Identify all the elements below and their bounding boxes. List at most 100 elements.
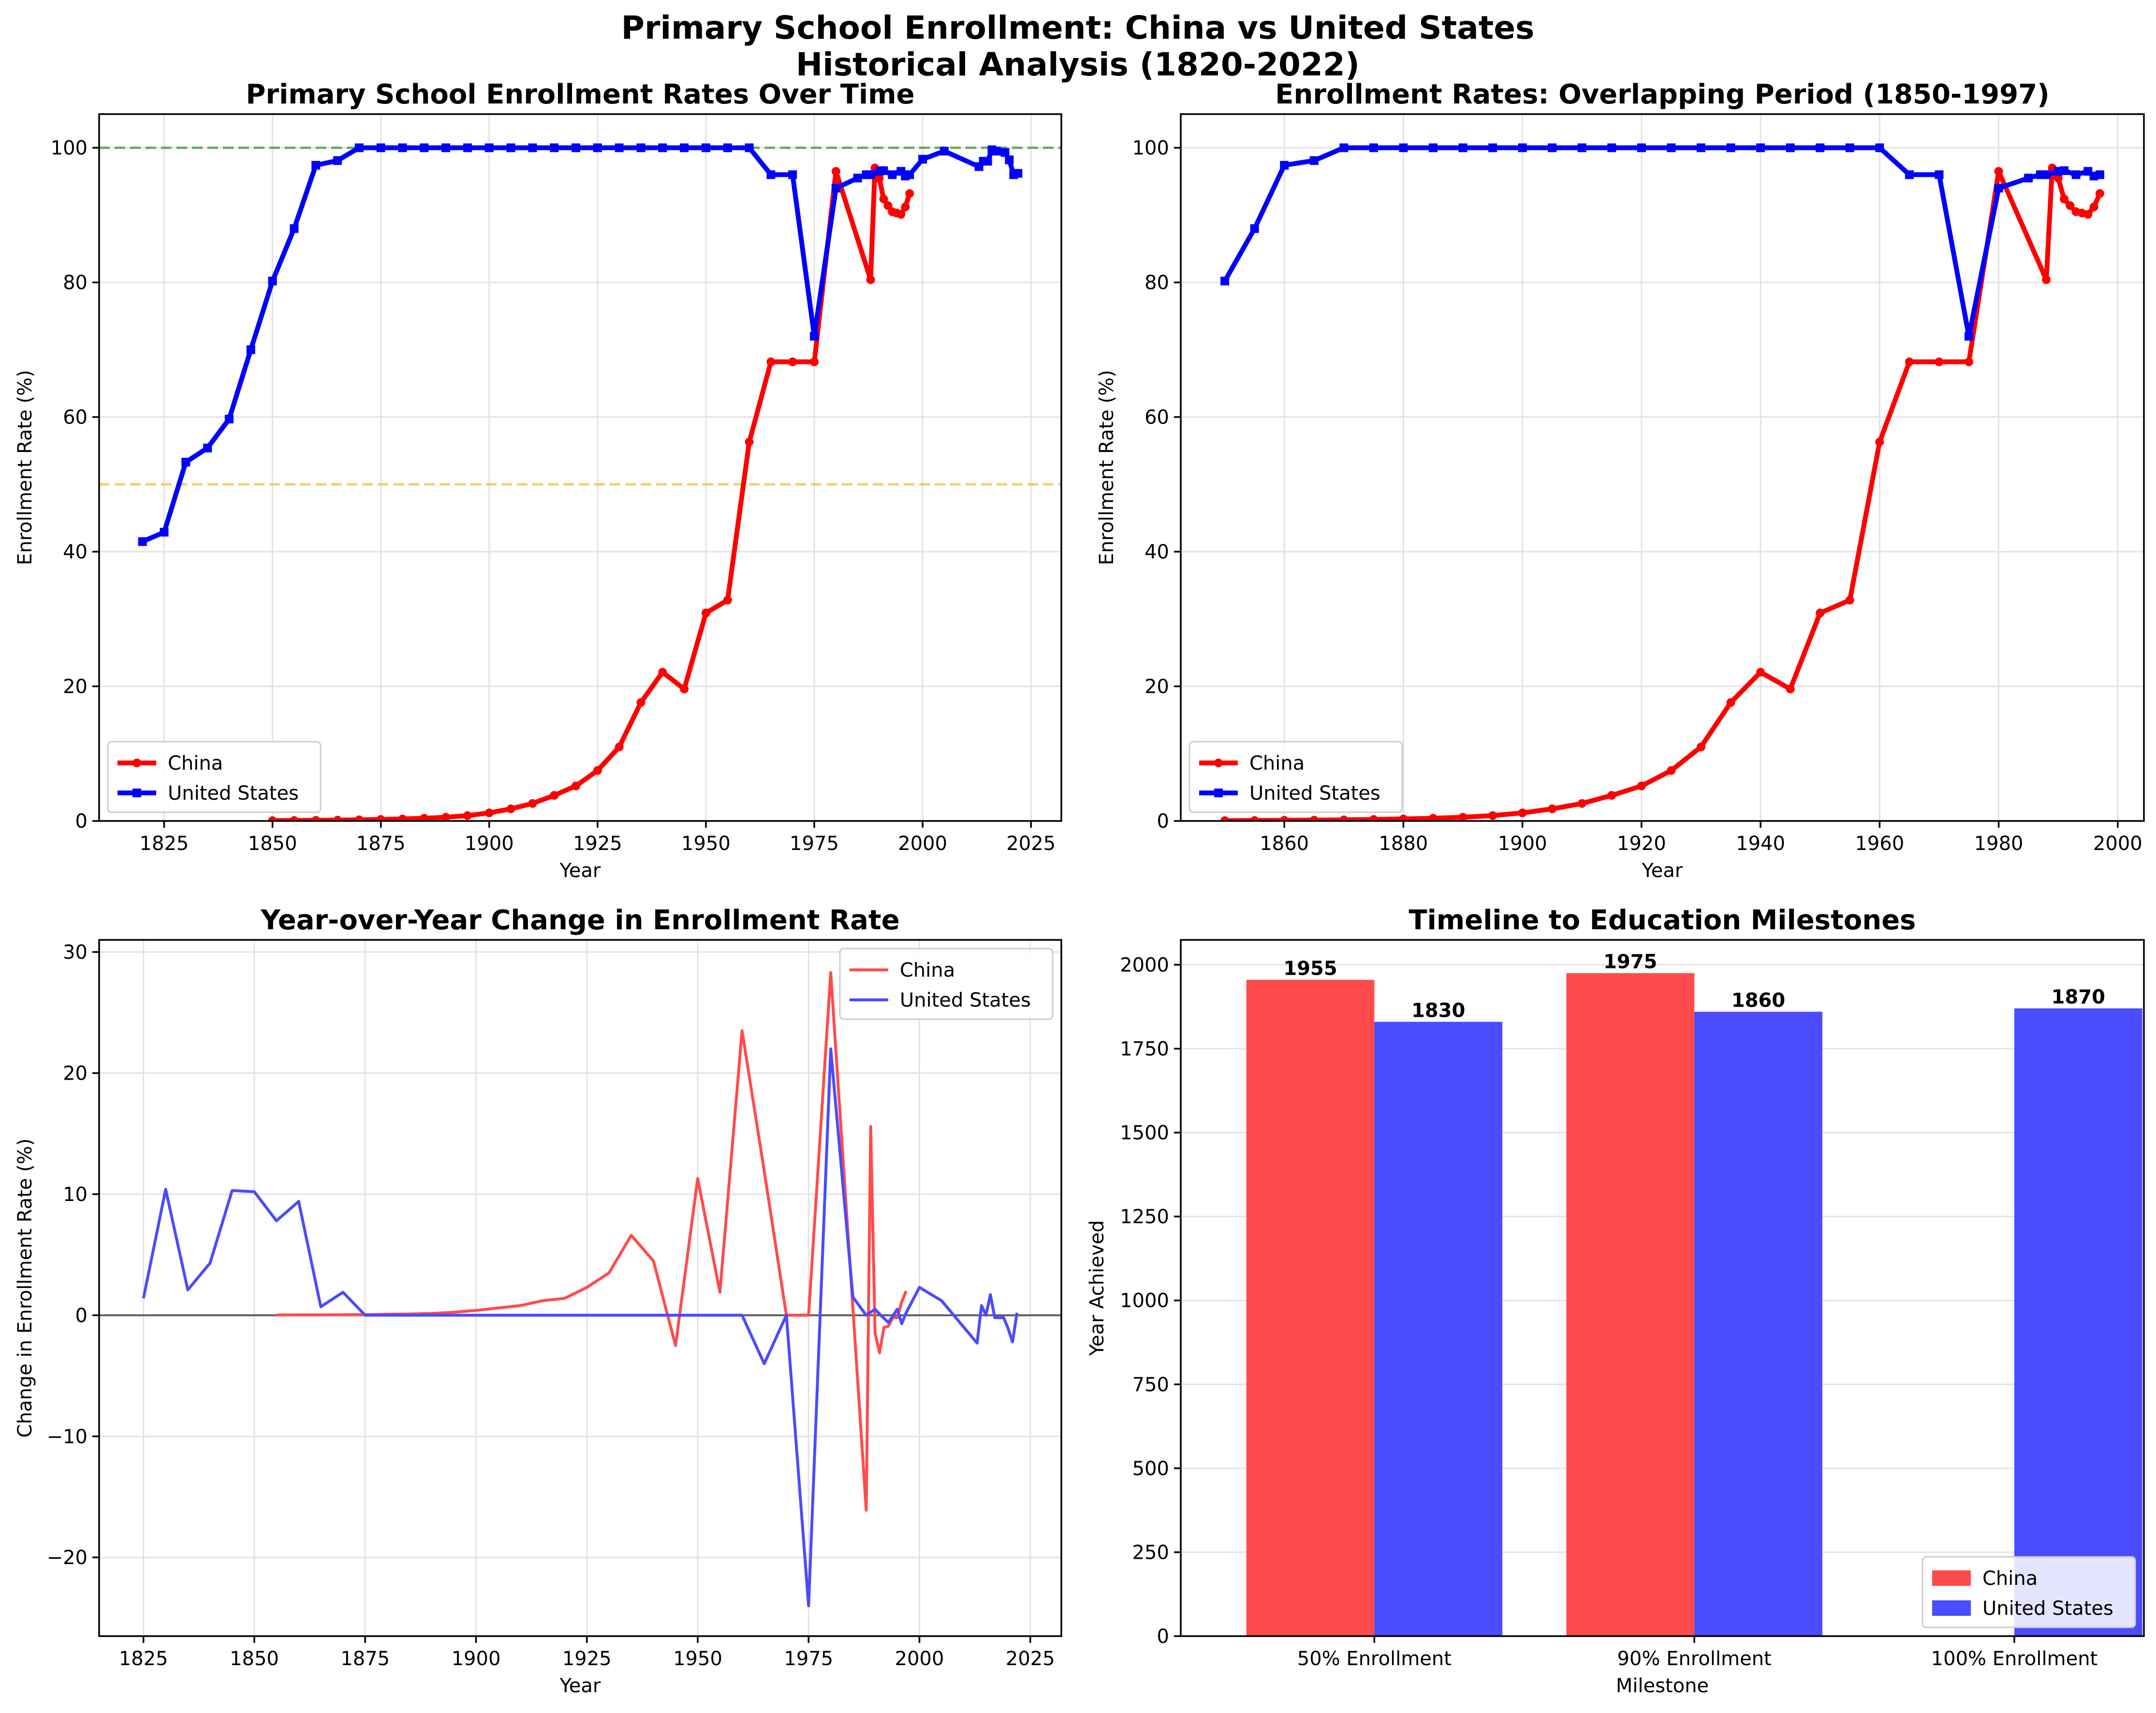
legend-swatch-china bbox=[1932, 1570, 1971, 1586]
data-point-united-states bbox=[658, 143, 667, 152]
legend-marker bbox=[1214, 759, 1223, 767]
data-point-china bbox=[1309, 816, 1319, 821]
data-point-china bbox=[1697, 742, 1706, 751]
data-point-china bbox=[1250, 816, 1259, 821]
legend: China United States bbox=[839, 948, 1054, 1020]
data-point-china bbox=[1607, 791, 1616, 800]
data-point-china bbox=[901, 203, 910, 212]
y-tick-label: 1000 bbox=[1120, 1290, 1169, 1312]
data-point-china bbox=[2042, 275, 2051, 284]
y-axis-label: Enrollment Rate (%) bbox=[14, 370, 36, 565]
y-tick-label: 750 bbox=[1132, 1374, 1169, 1396]
figure-title-line1: Primary School Enrollment: China vs Unit… bbox=[621, 9, 1535, 46]
y-tick-label: 0 bbox=[1157, 810, 1169, 833]
data-point-china bbox=[1786, 685, 1795, 694]
data-point-china bbox=[550, 791, 559, 800]
data-point-china bbox=[290, 816, 299, 821]
data-point-united-states bbox=[1637, 143, 1646, 152]
legend-label-china: China bbox=[168, 752, 223, 775]
data-point-china bbox=[398, 814, 407, 821]
y-tick-label: 1500 bbox=[1120, 1122, 1169, 1144]
data-point-united-states bbox=[138, 537, 147, 546]
data-point-united-states bbox=[1726, 143, 1735, 152]
y-tick-label: 60 bbox=[1144, 407, 1169, 429]
x-axis-label: Year bbox=[1642, 860, 1683, 882]
bar-united-states bbox=[2014, 1008, 2142, 1636]
data-point-united-states bbox=[1518, 143, 1527, 152]
x-tick-label: 2025 bbox=[1006, 1648, 1055, 1670]
data-point-china bbox=[1548, 804, 1557, 813]
x-tick-label: 1950 bbox=[681, 833, 731, 855]
data-point-china bbox=[879, 194, 888, 204]
data-point-united-states bbox=[810, 332, 819, 341]
chart-title: Primary School Enrollment Rates Over Tim… bbox=[246, 79, 914, 110]
x-tick-label: 90% Enrollment bbox=[1617, 1648, 1772, 1670]
data-point-united-states bbox=[224, 414, 234, 424]
data-point-united-states bbox=[1994, 184, 2003, 193]
data-point-china bbox=[896, 210, 906, 219]
data-point-china bbox=[1816, 608, 1825, 617]
data-point-united-states bbox=[1339, 143, 1349, 152]
data-point-united-states bbox=[1935, 170, 1944, 179]
data-point-china bbox=[572, 781, 581, 791]
data-point-china bbox=[1845, 596, 1854, 605]
data-point-united-states bbox=[376, 143, 385, 152]
data-point-united-states bbox=[2060, 166, 2069, 175]
x-tick-label: 2000 bbox=[2093, 833, 2142, 855]
legend-label-united-states: United States bbox=[1249, 782, 1380, 805]
data-point-united-states bbox=[1845, 143, 1854, 152]
data-point-united-states bbox=[1309, 156, 1319, 165]
data-point-united-states bbox=[1607, 143, 1616, 152]
legend-swatch-united-states bbox=[1932, 1600, 1971, 1616]
data-point-united-states bbox=[311, 161, 321, 170]
legend-box bbox=[1921, 1556, 2136, 1628]
data-point-united-states bbox=[701, 143, 710, 152]
data-point-united-states bbox=[1667, 143, 1676, 152]
x-tick-label: 1860 bbox=[1260, 833, 1309, 855]
x-tick-label: 1900 bbox=[1498, 833, 1547, 855]
bar-value-label: 1860 bbox=[1731, 990, 1785, 1012]
data-point-china bbox=[788, 357, 797, 366]
data-point-china bbox=[2083, 210, 2093, 219]
bar-value-label: 1975 bbox=[1603, 951, 1657, 973]
y-axis-label: Year Achieved bbox=[1086, 1220, 1108, 1357]
data-point-china bbox=[354, 815, 364, 821]
data-point-united-states bbox=[181, 457, 191, 467]
y-tick-label: −10 bbox=[47, 1426, 88, 1448]
overlapping-period-chart: 1860 1880 1900 1920 1940 1960 1980 2000 0 20 40 60 8… bbox=[1096, 79, 2145, 882]
data-point-china bbox=[875, 174, 884, 183]
series-china: 1955 1975 bbox=[1246, 951, 1695, 1636]
x-tick-label: 1960 bbox=[1855, 833, 1904, 855]
data-point-united-states bbox=[246, 345, 255, 354]
data-point-united-states bbox=[992, 146, 1001, 156]
data-point-china bbox=[506, 804, 515, 813]
data-point-china bbox=[1637, 781, 1646, 791]
data-point-united-states bbox=[203, 443, 212, 453]
data-point-united-states bbox=[1220, 277, 1230, 286]
plot-frame bbox=[98, 113, 1062, 822]
data-point-china bbox=[268, 816, 277, 821]
data-point-united-states bbox=[2095, 170, 2104, 179]
plot-frame bbox=[1180, 939, 2145, 1637]
legend-label-united-states: United States bbox=[1982, 1597, 2113, 1620]
data-point-united-states bbox=[1005, 155, 1014, 164]
data-point-united-states bbox=[420, 143, 429, 152]
x-tick-label: 1850 bbox=[248, 833, 297, 855]
data-point-united-states bbox=[2024, 174, 2033, 183]
y-tick-label: 1250 bbox=[1120, 1206, 1169, 1228]
bar-united-states bbox=[1374, 1022, 1503, 1636]
y-tick-label: −20 bbox=[47, 1547, 88, 1569]
data-point-china bbox=[484, 808, 494, 818]
y-tick-label: 0 bbox=[1157, 1625, 1169, 1648]
data-point-united-states bbox=[723, 143, 732, 152]
data-point-united-states bbox=[831, 184, 840, 193]
data-point-china bbox=[1399, 814, 1408, 821]
legend: China United States bbox=[107, 741, 322, 813]
data-point-china bbox=[593, 766, 602, 775]
data-point-united-states bbox=[1488, 143, 1497, 152]
bar-united-states bbox=[1694, 1011, 1822, 1636]
y-tick-label: 20 bbox=[1144, 676, 1169, 698]
data-point-united-states bbox=[615, 143, 624, 152]
x-tick-label: 1900 bbox=[465, 833, 514, 855]
data-point-united-states bbox=[1577, 143, 1586, 152]
